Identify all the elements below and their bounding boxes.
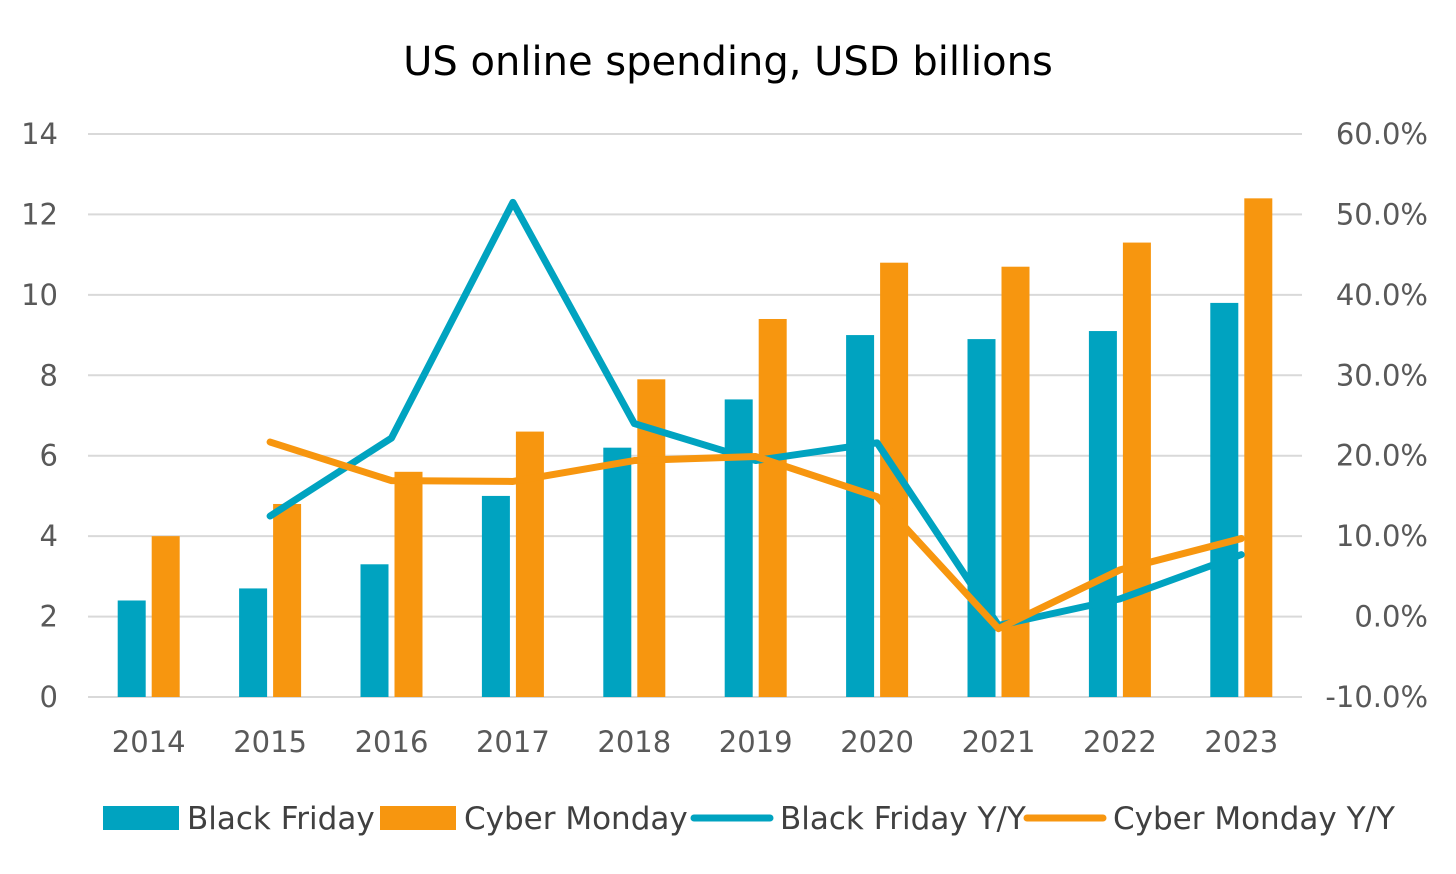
x-tick-label: 2021 xyxy=(962,725,1036,759)
bar-black-friday xyxy=(117,600,146,697)
left-y-tick-label: 4 xyxy=(40,519,58,553)
lines xyxy=(266,198,1245,633)
x-tick-label: 2020 xyxy=(840,725,914,759)
left-y-tick-label: 6 xyxy=(40,439,58,473)
right-y-tick-label: 20.0% xyxy=(1336,439,1428,473)
right-y-tick-label: 50.0% xyxy=(1336,197,1428,231)
bar-black-friday xyxy=(360,564,389,697)
left-y-tick-label: 2 xyxy=(40,600,58,634)
left-y-tick-label: 12 xyxy=(21,197,58,231)
x-tick-label: 2018 xyxy=(597,725,671,759)
x-tick-label: 2019 xyxy=(719,725,793,759)
legend-swatch-black-friday xyxy=(103,806,179,830)
bar-black-friday xyxy=(481,495,510,697)
x-axis: 2014 2015 2016 2017 2018 2019 2020 2021 2022 2023 xyxy=(112,725,1278,759)
x-tick-label: 2014 xyxy=(112,725,186,759)
legend-label-black-friday: Black Friday xyxy=(187,801,375,837)
right-y-tick-label: 60.0% xyxy=(1336,117,1428,151)
bar-cyber-monday xyxy=(1122,242,1151,698)
x-tick-label: 2015 xyxy=(233,725,307,759)
right-y-tick-label: 30.0% xyxy=(1336,358,1428,392)
bar-cyber-monday xyxy=(151,536,180,697)
right-y-tick-label: 10.0% xyxy=(1336,519,1428,553)
bar-cyber-monday xyxy=(394,471,423,697)
right-y-axis: -10.0% 0.0% 10.0% 20.0% 30.0% 40.0% 50.0% 60.0% xyxy=(1325,117,1428,714)
bar-cyber-monday xyxy=(1001,266,1030,697)
legend-label-black-friday-y-y: Black Friday Y/Y xyxy=(780,801,1026,837)
bar-black-friday xyxy=(603,447,632,697)
legend-label-cyber-monday: Cyber Monday xyxy=(464,801,688,837)
left-y-tick-label: 10 xyxy=(21,278,58,312)
left-y-tick-label: 8 xyxy=(40,358,58,392)
right-y-tick-label: -10.0% xyxy=(1325,680,1428,714)
left-y-axis: 0 2 4 6 8 10 12 14 xyxy=(21,117,58,714)
left-y-tick-label: 14 xyxy=(21,117,58,151)
bar-black-friday xyxy=(846,335,875,697)
bar-cyber-monday xyxy=(758,318,787,697)
bar-black-friday xyxy=(724,399,753,697)
gridlines xyxy=(88,133,1302,698)
bar-black-friday xyxy=(1088,331,1117,697)
bar-cyber-monday xyxy=(273,503,302,697)
left-y-tick-label: 0 xyxy=(40,680,58,714)
bar-black-friday xyxy=(239,588,268,697)
legend-label-cyber-monday-y-y: Cyber Monday Y/Y xyxy=(1113,801,1395,837)
x-tick-label: 2022 xyxy=(1083,725,1157,759)
line-cyber-monday-y-y xyxy=(266,438,1245,633)
legend: Black Friday Cyber Monday Black Friday Y/Y… xyxy=(103,801,1395,837)
x-tick-label: 2023 xyxy=(1204,725,1278,759)
bar-black-friday xyxy=(967,339,996,697)
bar-black-friday xyxy=(1210,302,1239,697)
bars xyxy=(117,198,1273,698)
chart-title: US online spending, USD billions xyxy=(403,39,1053,85)
x-tick-label: 2016 xyxy=(355,725,429,759)
line-black-friday-y-y xyxy=(266,198,1245,629)
x-tick-label: 2017 xyxy=(476,725,550,759)
legend-swatch-cyber-monday xyxy=(380,806,456,830)
bar-cyber-monday xyxy=(515,431,544,697)
bar-cyber-monday xyxy=(1244,198,1273,698)
right-y-tick-label: 0.0% xyxy=(1354,600,1428,634)
right-y-tick-label: 40.0% xyxy=(1336,278,1428,312)
